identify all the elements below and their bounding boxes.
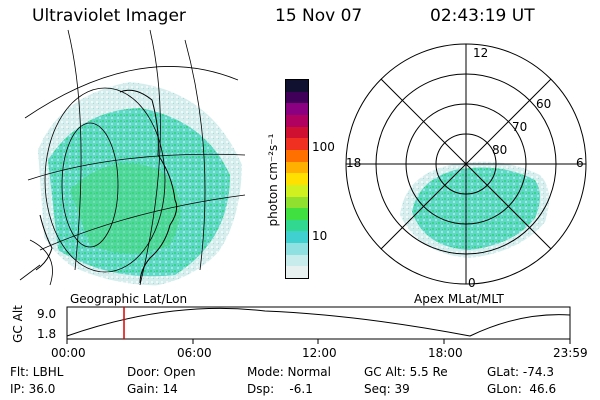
colorbar-stripe [286, 138, 308, 150]
status-door: Door: Open [127, 365, 196, 379]
colorbar-stripe [286, 173, 308, 185]
status-filter: Flt: LBHL [10, 365, 64, 379]
colorbar-stripe [286, 184, 308, 197]
altitude-xtick-0: 00:00 [51, 346, 86, 360]
mlat-label-70: 70 [512, 120, 528, 134]
colorbar-stripe [286, 231, 308, 244]
colorbar-stripe [286, 115, 308, 127]
colorbar-stripe [286, 196, 308, 209]
status-glon: GLon: 46.6 [487, 382, 557, 396]
colorbar-stripe [286, 266, 308, 278]
status-gain: Gain: 14 [127, 382, 178, 396]
status-seq: Seq: 39 [364, 382, 410, 396]
colorbar-stripe [286, 91, 308, 104]
instrument-title: Ultraviolet Imager [32, 6, 186, 26]
colorbar-stripe [286, 219, 308, 232]
altitude-xtick-2: 12:00 [302, 346, 337, 360]
coastline [35, 89, 178, 284]
mlt-label-18: 18 [346, 156, 362, 170]
colorbar-stripe [286, 126, 308, 139]
status-dsp: Dsp: -6.1 [247, 382, 313, 396]
altitude-ytick-1-8: 1.8 [37, 327, 57, 341]
mlat-label-80: 80 [492, 143, 508, 157]
colorbar-stripe [286, 254, 308, 267]
altitude-ytick-9: 9.0 [37, 307, 57, 321]
mlat-label-60: 60 [536, 97, 552, 111]
colorbar-tick-10: 10 [312, 229, 328, 243]
polar-grid [345, 43, 587, 285]
colorbar-stripe [286, 243, 308, 255]
colorbar-stripe [286, 103, 308, 116]
altitude-xtick-1: 06:00 [177, 346, 212, 360]
mlt-label-12: 12 [473, 46, 489, 60]
status-gc-alt: GC Alt: 5.5 Re [364, 365, 448, 379]
status-mode: Mode: Normal [247, 365, 331, 379]
mlt-label-0: 0 [468, 276, 476, 290]
colorbar-stripe [286, 80, 308, 92]
mlt-label-6: 6 [576, 156, 584, 170]
colorbar-tick-100: 100 [312, 140, 335, 154]
time-label: 02:43:19 UT [430, 6, 535, 26]
colorbar-stripe [286, 149, 308, 162]
colorbar-stripe [286, 161, 308, 174]
colorbar [285, 79, 309, 279]
colorbar-stripe [286, 208, 308, 220]
polar-caption: Apex MLat/MLT [414, 292, 504, 306]
geographic-caption: Geographic Lat/Lon [70, 292, 188, 306]
status-glat: GLat: -74.3 [487, 365, 554, 379]
altitude-xtick-3: 18:00 [428, 346, 463, 360]
altitude-xtick-4: 23:59 [553, 346, 588, 360]
status-ip: IP: 36.0 [10, 382, 56, 396]
geographic-grid [19, 29, 246, 286]
date-label: 15 Nov 07 [275, 6, 363, 26]
